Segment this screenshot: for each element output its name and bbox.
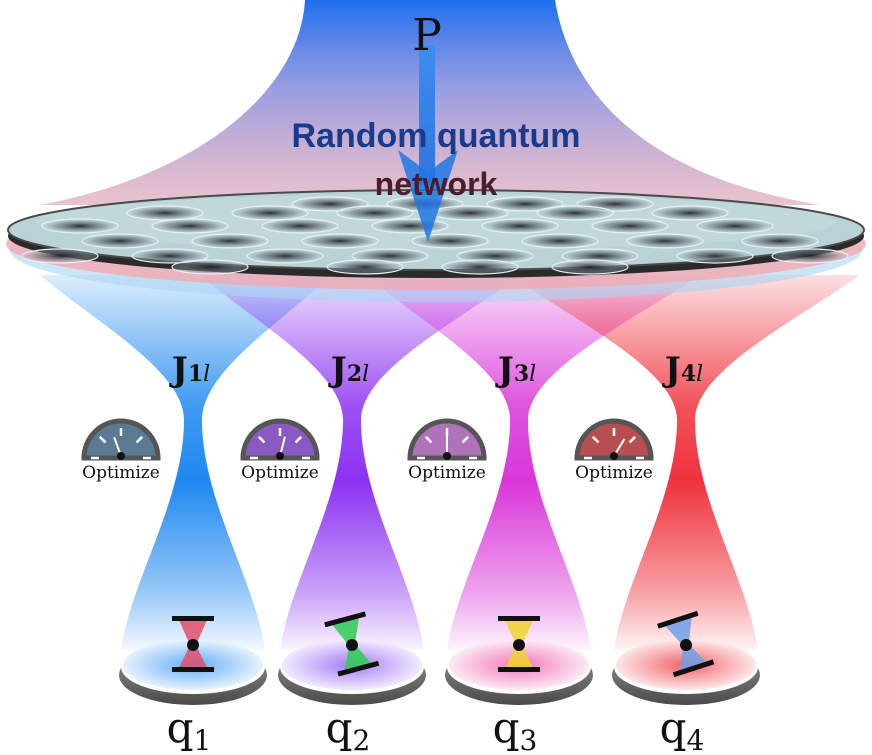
gauge-pivot (276, 452, 284, 460)
network-node (326, 259, 404, 275)
network-node (696, 218, 774, 234)
network-node (261, 218, 339, 234)
network-node (371, 218, 449, 234)
gauge-dial (240, 418, 320, 461)
gauge-dial (81, 418, 161, 461)
network-node (551, 259, 629, 275)
gauge-pivot (610, 452, 618, 460)
optimize-label-3: Optimize (408, 463, 486, 483)
network-node (651, 205, 729, 221)
qubit-label-4: q4 (660, 703, 705, 755)
optimize-gauge-2[interactable]: Optimize (240, 418, 320, 483)
network-node (336, 205, 414, 221)
network-node (431, 205, 509, 221)
beam-1 (40, 275, 330, 650)
coupling-label-4: J4l (662, 350, 703, 390)
network-node (41, 218, 119, 234)
qubit-label-1: q1 (167, 703, 212, 755)
network-node (441, 259, 519, 275)
network-node (481, 218, 559, 234)
channel-group: J1l Optimize q1 J2l Optimize q2 J3l Optimize q3 J… (81, 350, 760, 755)
network-node (81, 233, 159, 249)
gauge-pivot (117, 452, 125, 460)
source-label: P (412, 10, 442, 61)
gauge-tick (424, 435, 433, 444)
gauge-tick (628, 435, 637, 444)
network-node (536, 205, 614, 221)
coupling-label-1: J1l (169, 350, 210, 390)
network-node (486, 196, 564, 212)
beam-4 (510, 275, 860, 650)
gauge-tick (98, 435, 107, 444)
network-node-pits (21, 196, 849, 275)
network-node (131, 248, 209, 264)
gauge-dial (574, 418, 654, 461)
network-node (411, 233, 489, 249)
qubit-trap-1 (172, 616, 214, 672)
coupling-label-2: J2l (328, 350, 369, 390)
network-node (246, 248, 324, 264)
qubit-label-3: q3 (493, 703, 538, 755)
network-node (191, 233, 269, 249)
network-node (231, 205, 309, 221)
network-node (591, 218, 669, 234)
gauge-tick (257, 435, 266, 444)
network-node (626, 233, 704, 249)
network-node (676, 248, 754, 264)
qubit-trap-3 (498, 616, 540, 672)
injection-arrow (398, 45, 458, 242)
network-node (301, 233, 379, 249)
network-node (771, 248, 849, 264)
qubit-label-2: q2 (326, 703, 371, 755)
optimize-gauge-3[interactable]: Optimize (407, 418, 487, 483)
network-node (171, 259, 249, 275)
network-title-line1: Random quantum (292, 117, 581, 155)
network-node (126, 205, 204, 221)
optimize-label-1: Optimize (82, 463, 160, 483)
gauge-tick (461, 435, 470, 444)
optimize-label-2: Optimize (241, 463, 319, 483)
network-node (521, 233, 599, 249)
gauge-tick (591, 435, 600, 444)
optimize-label-4: Optimize (575, 463, 653, 483)
qubit-trap-4 (657, 610, 715, 678)
coupling-label-3: J3l (495, 350, 536, 390)
network-node (21, 248, 99, 264)
qubit-trap-2 (324, 611, 380, 677)
network-disk (6, 189, 866, 302)
beam-3 (365, 275, 700, 650)
network-node (741, 233, 819, 249)
network-title-line2: network (375, 166, 498, 202)
network-node (151, 218, 229, 234)
optimize-gauge-4[interactable]: Optimize (574, 418, 654, 483)
gauge-pivot (443, 452, 451, 460)
beam-group (40, 275, 860, 650)
optimize-gauge-1[interactable]: Optimize (81, 418, 161, 483)
gauge-tick (294, 435, 303, 444)
gauge-tick (135, 435, 144, 444)
beam-2 (200, 275, 520, 650)
